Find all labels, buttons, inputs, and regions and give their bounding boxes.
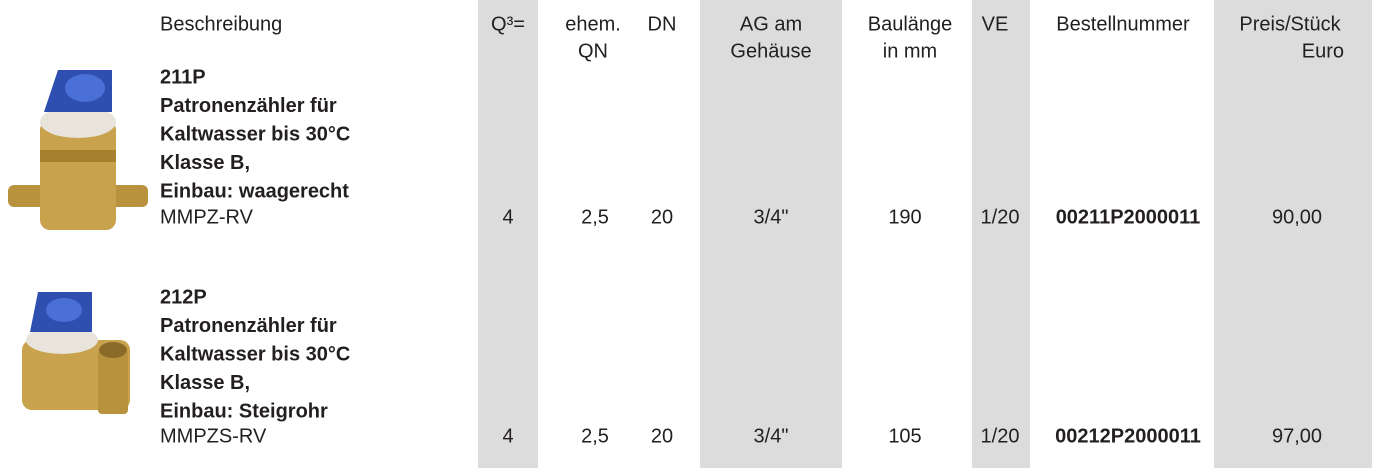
column-shade [972,0,1030,468]
column-header: Beschreibung [160,13,282,35]
table-cell: 2,5 [581,425,609,447]
table-cell: 4 [502,206,513,228]
table-cell: 00212P2000011 [1055,425,1201,447]
product-title: Einbau: Steigrohr [160,401,328,423]
product-model: MMPZ-RV [160,206,254,228]
product-title: Klasse B, [160,152,250,174]
column-shade [1214,0,1372,468]
table-cell: 1/20 [981,425,1020,447]
table-cell: 20 [651,206,673,228]
product-image [22,292,130,414]
table-cell: 3/4" [754,425,789,447]
column-shade [478,0,538,468]
table-cell: 4 [502,425,513,447]
table-cell: 2,5 [581,206,609,228]
column-header: ehem. [565,13,621,35]
column-header: VE [982,13,1009,35]
product-title: Kaltwasser bis 30°C [160,343,350,365]
product-title: Klasse B, [160,372,250,394]
column-header: AG am [740,13,802,35]
table-cell: 00211P2000011 [1056,206,1201,228]
column-header: QN [578,40,608,62]
column-header: in mm [883,40,937,62]
column-header: Baulänge [868,13,953,35]
column-header: Bestellnummer [1056,13,1190,35]
product-image [8,70,148,230]
table-cell: 3/4" [754,206,789,228]
product-title: Patronenzähler für [160,315,337,337]
table-cell: 1/20 [981,206,1020,228]
table-cell: 20 [651,425,673,447]
column-header: DN [648,13,677,35]
table-cell: 90,00 [1272,206,1322,228]
table-cell: 97,00 [1272,425,1322,447]
product-title: Kaltwasser bis 30°C [160,123,350,145]
table-cell: 105 [888,425,921,447]
product-title: 211P [160,66,206,88]
product-title: Patronenzähler für [160,95,337,117]
column-header: Preis/Stück [1239,13,1341,35]
column-header: Euro [1302,40,1344,62]
column-header: Q³= [491,13,525,35]
product-model: MMPZS-RV [160,425,267,447]
product-title: Einbau: waagerecht [160,181,349,203]
column-header: Gehäuse [730,40,811,62]
product-title: 212P [160,286,207,308]
table-cell: 190 [888,206,921,228]
column-shade [700,0,842,468]
